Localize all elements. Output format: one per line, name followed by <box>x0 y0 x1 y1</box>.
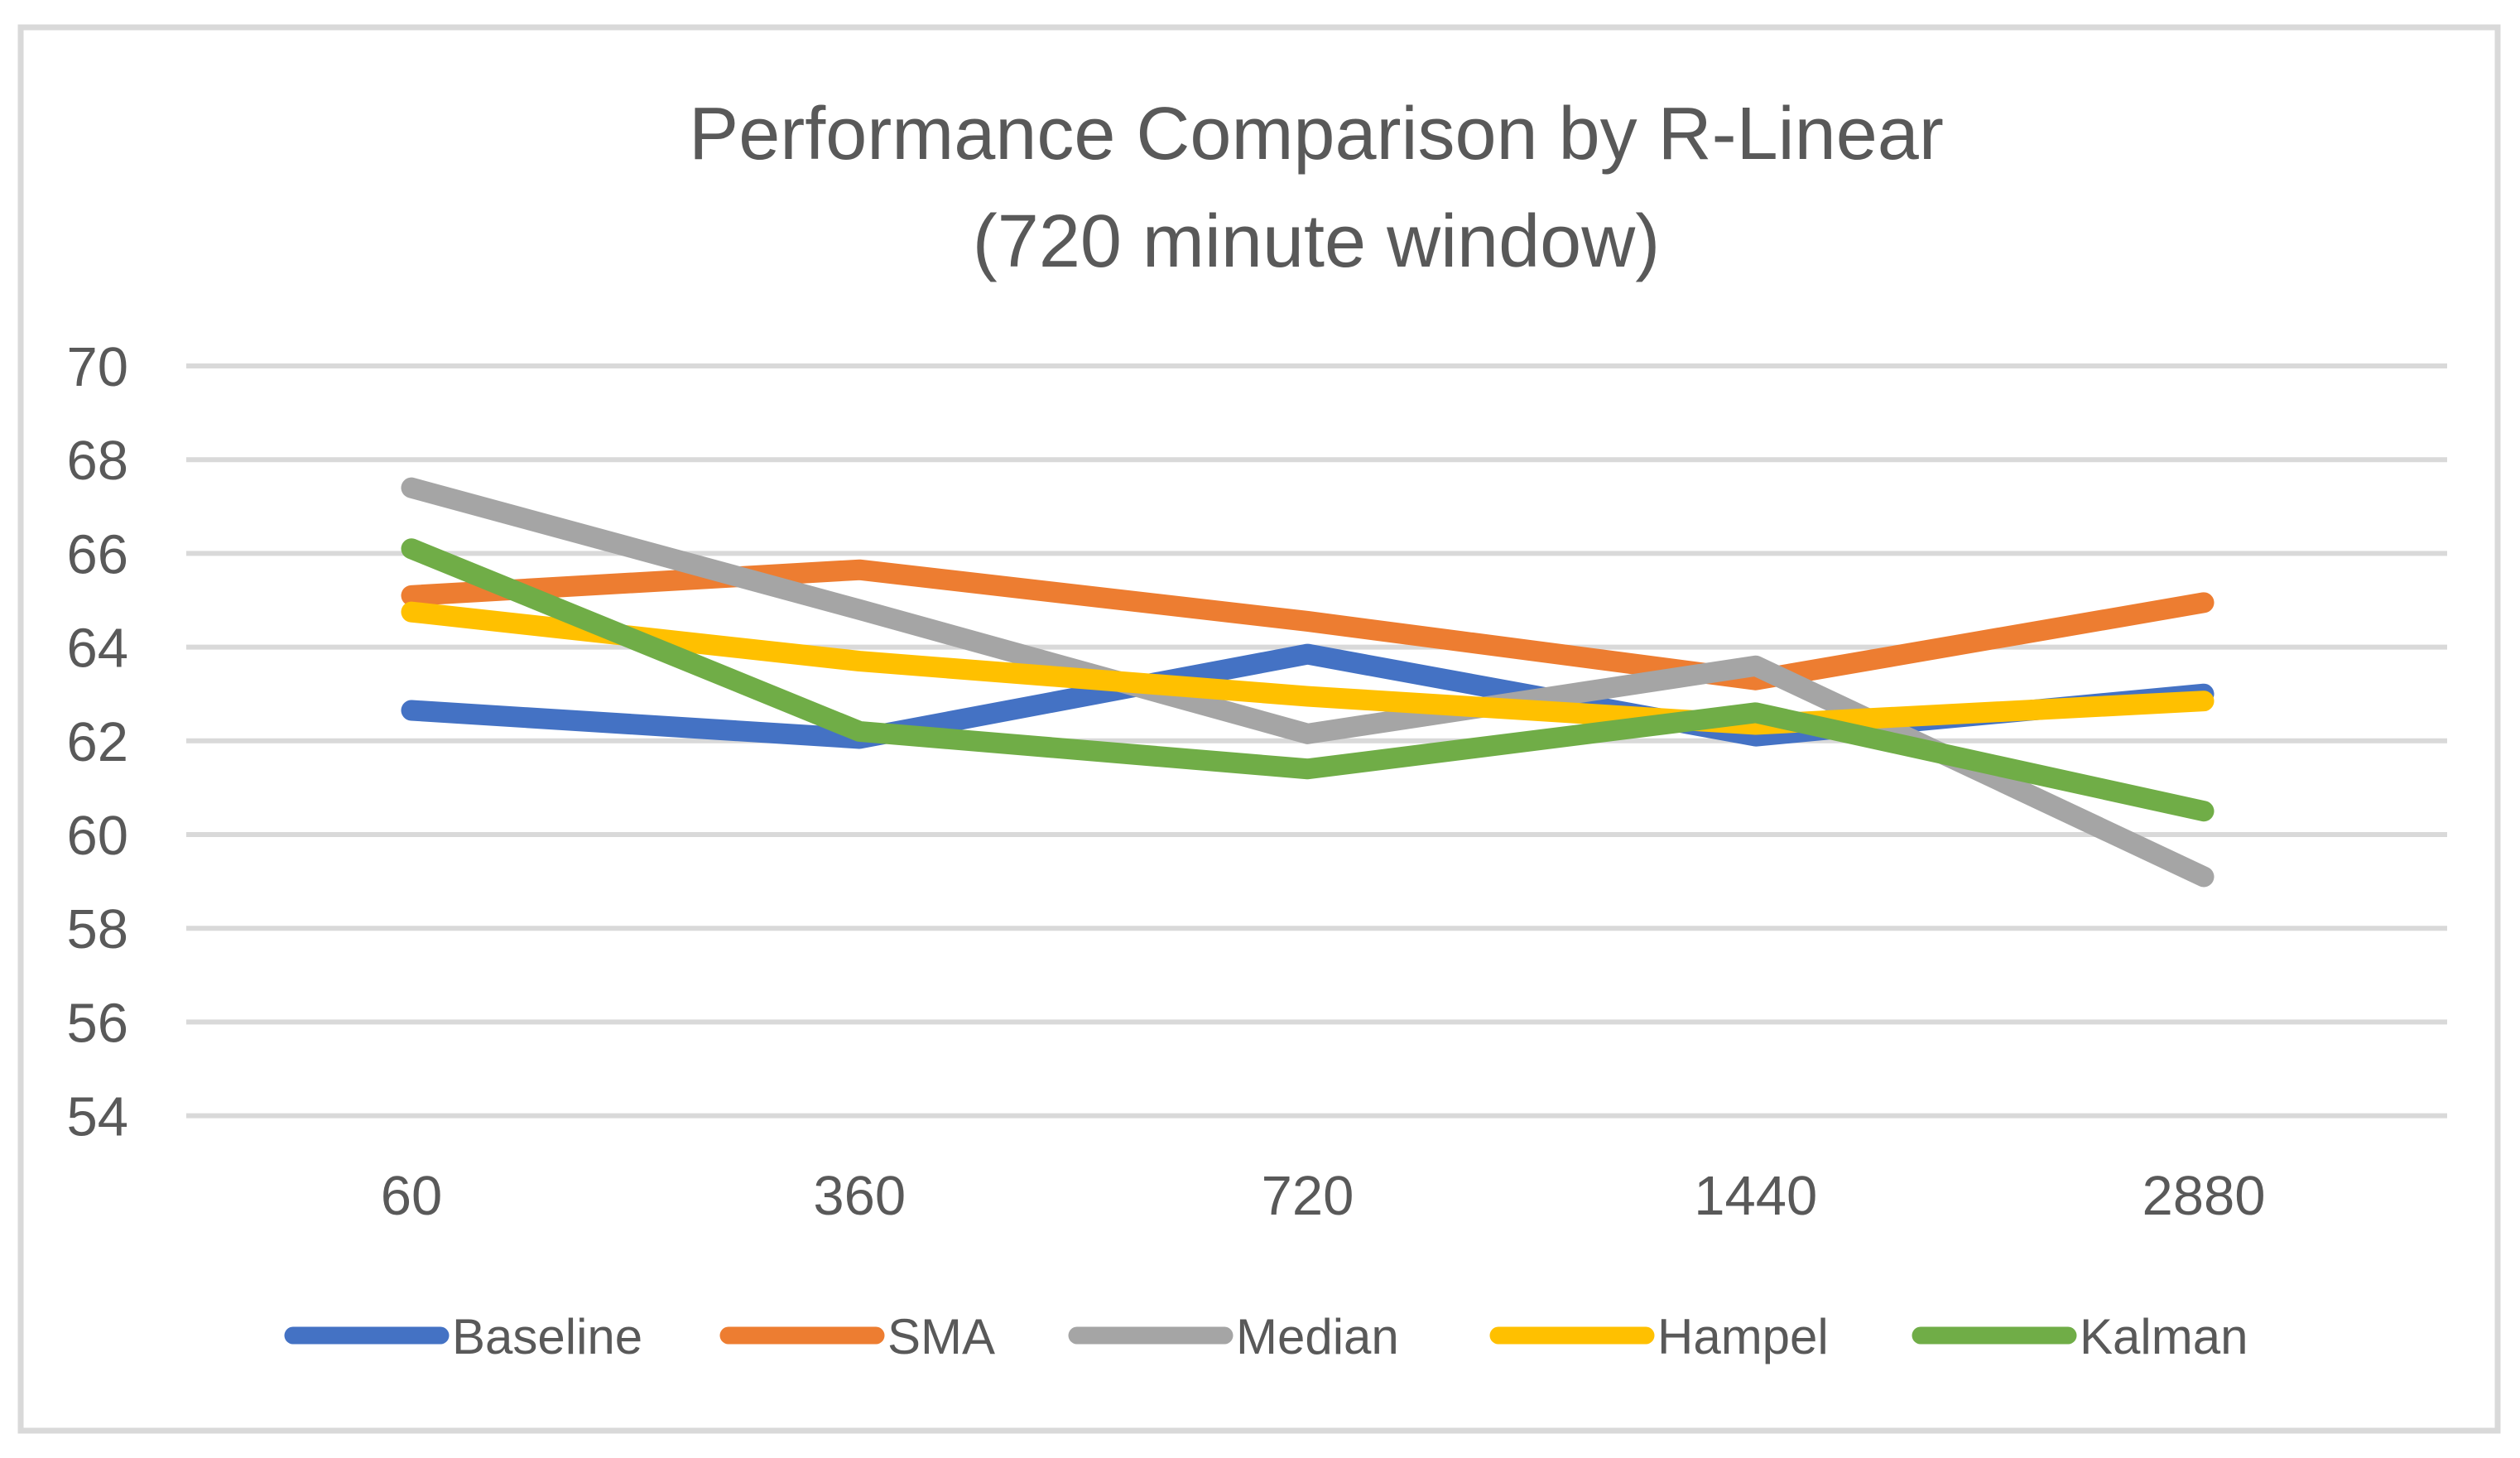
y-tick-label-70: 70 <box>66 336 128 398</box>
x-tick-label-720: 720 <box>1262 1165 1354 1227</box>
legend-item-median[interactable]: Median <box>1068 1309 1399 1364</box>
x-tick-label-1440: 1440 <box>1694 1165 1817 1227</box>
chart-title: Performance Comparison by R-Linear <box>689 93 1944 176</box>
x-tick-label-360: 360 <box>813 1165 906 1227</box>
y-tick-label-54: 54 <box>66 1086 128 1148</box>
gridlines <box>186 363 2447 1119</box>
legend-label-kalman: Kalman <box>2080 1309 2248 1364</box>
x-tick-label-60: 60 <box>381 1165 443 1227</box>
x-axis-labels: 60 360 720 1440 2880 <box>381 1165 2266 1227</box>
legend-item-hampel[interactable]: Hampel <box>1489 1309 1829 1364</box>
y-tick-label-60: 60 <box>66 805 128 867</box>
y-tick-label-68: 68 <box>66 430 128 492</box>
y-tick-label-62: 62 <box>66 711 128 773</box>
legend-label-median: Median <box>1236 1309 1399 1364</box>
series-line-median[interactable] <box>401 477 2215 888</box>
series-line-kalman[interactable] <box>401 538 2215 822</box>
legend-label-sma: SMA <box>887 1309 995 1364</box>
legend-item-kalman[interactable]: Kalman <box>1912 1309 2248 1364</box>
x-tick-label-2880: 2880 <box>2142 1165 2265 1227</box>
chart-subtitle: (720 minute window) <box>973 200 1660 283</box>
y-tick-label-66: 66 <box>66 523 128 585</box>
legend: Baseline SMA Median Hampel Kalman <box>284 1309 2248 1364</box>
series-line-hampel[interactable] <box>401 601 2215 735</box>
y-axis-labels: 70 68 66 64 62 60 58 56 54 <box>66 336 128 1148</box>
chart-border <box>17 24 2501 1434</box>
series-lines <box>401 477 2215 888</box>
legend-label-baseline: Baseline <box>452 1309 642 1364</box>
legend-label-hampel: Hampel <box>1657 1309 1829 1364</box>
y-tick-label-56: 56 <box>66 992 128 1054</box>
y-tick-label-64: 64 <box>66 618 128 680</box>
legend-item-baseline[interactable]: Baseline <box>284 1309 642 1364</box>
y-tick-label-58: 58 <box>66 898 128 960</box>
legend-item-sma[interactable]: SMA <box>719 1309 995 1364</box>
